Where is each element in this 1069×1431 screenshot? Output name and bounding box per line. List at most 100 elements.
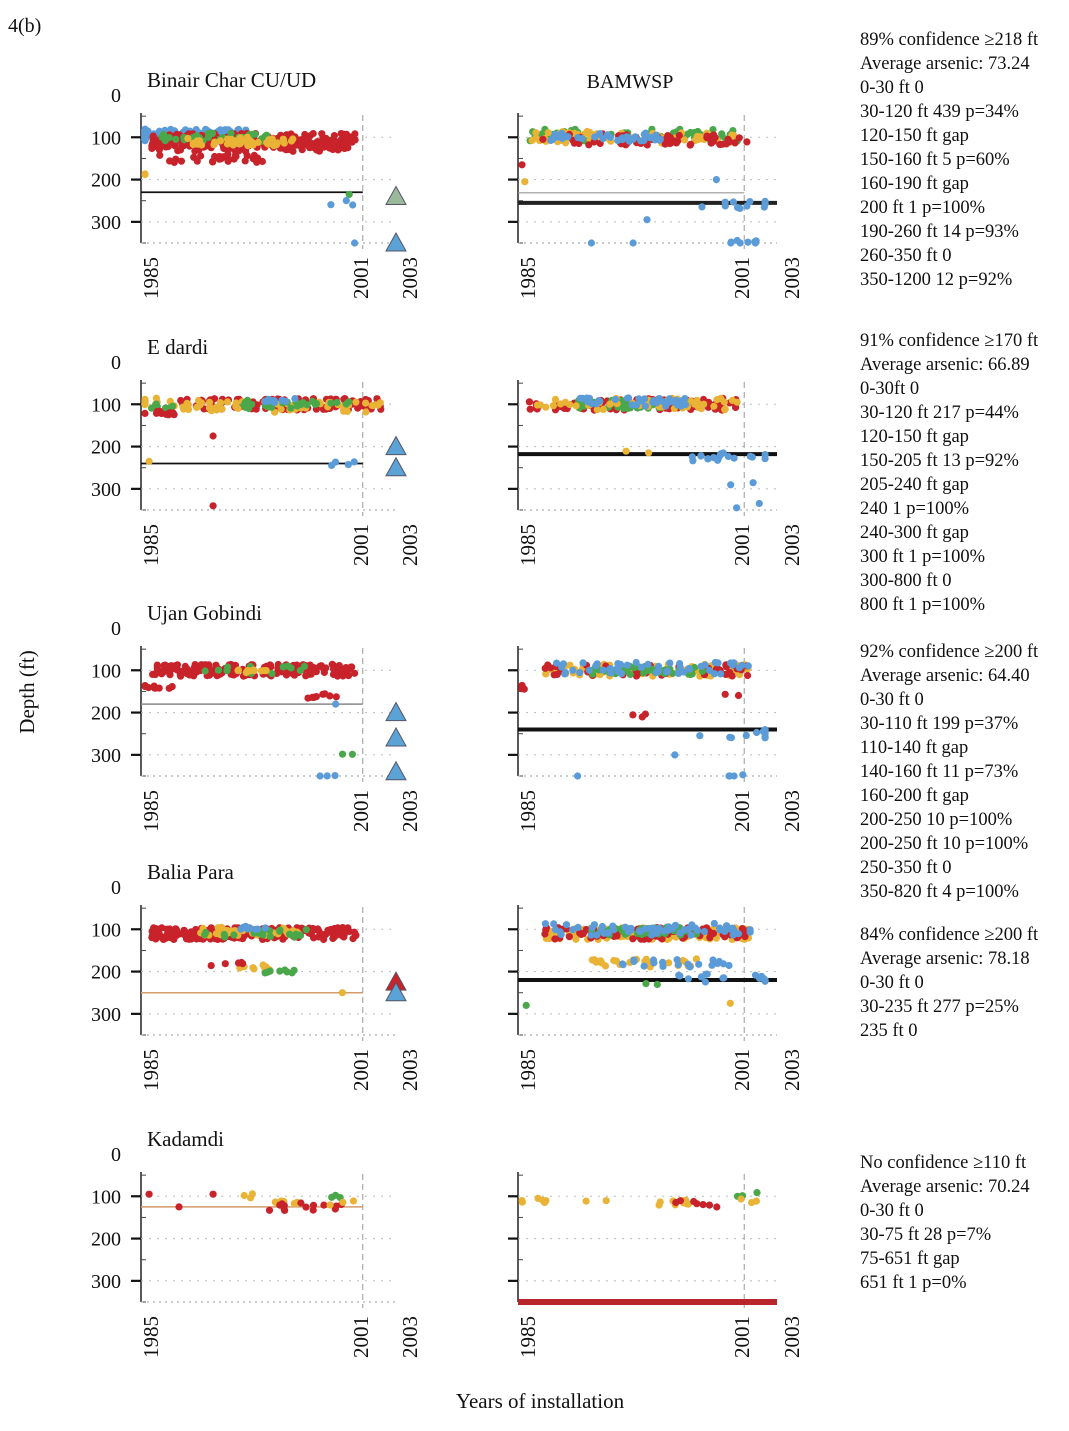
data-point (156, 152, 163, 159)
panel-left-3: Ujan Gobindi01002003001985 2001 2003 (91, 601, 422, 832)
data-point (210, 502, 217, 509)
site-title: Binair Char CU/UD (147, 68, 316, 92)
stats-line: 89% confidence ≥218 ft (860, 30, 1039, 50)
stats-line: 240-300 ft gap (860, 523, 969, 543)
data-point (281, 1207, 288, 1214)
data-point (523, 1002, 530, 1009)
data-point (694, 401, 701, 408)
stats-line: 200 ft 1 p=100% (860, 198, 985, 218)
data-point (729, 397, 736, 404)
data-point (687, 141, 694, 148)
data-point (650, 959, 657, 966)
data-point (574, 134, 581, 141)
figure-label: 4(b) (8, 15, 41, 37)
x-tick-label: 2001 (349, 524, 373, 566)
data-point (642, 711, 649, 718)
data-point (704, 971, 711, 978)
data-point (537, 401, 544, 408)
data-point (242, 404, 249, 411)
stats-line: 84% confidence ≥200 ft (860, 925, 1039, 945)
x-tick-label: 2003 (780, 257, 804, 299)
data-point (648, 931, 655, 938)
data-point (641, 963, 648, 970)
panel-right-3: 1985 2001 2003 (508, 646, 804, 832)
data-point (726, 734, 733, 741)
stats-line: 250-350 ft 0 (860, 858, 951, 878)
data-point (625, 928, 632, 935)
data-point (208, 962, 215, 969)
data-point (242, 157, 249, 164)
data-point (154, 664, 161, 671)
data-point (722, 199, 729, 206)
stats-line: 0-30 ft 0 (860, 78, 924, 98)
data-point (189, 668, 196, 675)
data-point (727, 481, 734, 488)
data-point (317, 772, 324, 779)
data-point (756, 500, 763, 507)
data-point (702, 662, 709, 669)
data-point (339, 751, 346, 758)
data-point (656, 395, 663, 402)
data-point (694, 927, 701, 934)
stats-line: 30-75 ft 28 p=7% (860, 1225, 991, 1245)
x-tick-label: 1985 (139, 524, 163, 566)
x-tick-label: 1985 (516, 1316, 540, 1358)
data-point (141, 171, 148, 178)
data-point (701, 928, 708, 935)
data-point (706, 934, 713, 941)
data-point (146, 1191, 153, 1198)
data-point (243, 669, 250, 676)
data-point (578, 931, 585, 938)
data-point (563, 921, 570, 928)
data-point (302, 1204, 309, 1211)
data-point (250, 965, 257, 972)
data-point (220, 153, 227, 160)
data-point (551, 935, 558, 942)
data-point (671, 751, 678, 758)
y-tick-label: 300 (91, 1004, 121, 1026)
data-point (632, 133, 639, 140)
data-point (557, 928, 564, 935)
data-point (301, 663, 308, 670)
data-point (593, 932, 600, 939)
data-point (266, 1207, 273, 1214)
x-tick-label: 2003 (398, 790, 422, 832)
stats-line: 350-820 ft 4 p=100% (860, 882, 1019, 902)
data-point (762, 455, 769, 462)
stats-line: 651 ft 1 p=0% (860, 1273, 967, 1293)
data-point (148, 142, 155, 149)
data-point (316, 141, 323, 148)
panel-left-1: Binair Char CU/UD01002003001985 2001 2003 (91, 68, 422, 299)
y-tick-label: 200 (91, 170, 121, 192)
data-point (723, 140, 730, 147)
data-point (721, 406, 728, 413)
data-point (235, 959, 242, 966)
x-tick-label: 2001 (349, 257, 373, 299)
data-point (248, 401, 255, 408)
data-point (654, 981, 661, 988)
data-point (735, 692, 742, 699)
data-point (762, 201, 769, 208)
data-point (659, 959, 666, 966)
data-point (762, 978, 769, 985)
data-point (743, 138, 750, 145)
data-point (230, 931, 237, 938)
data-point (148, 934, 155, 941)
data-point (637, 928, 644, 935)
data-point (185, 401, 192, 408)
data-point (237, 926, 244, 933)
data-point (542, 1197, 549, 1204)
data-point (333, 693, 340, 700)
stats-line: 0-30 ft 0 (860, 973, 924, 993)
data-point (331, 772, 338, 779)
y-tick-label: 100 (91, 1186, 121, 1208)
data-point (276, 926, 283, 933)
stats-line: Average arsenic: 66.89 (860, 355, 1030, 375)
panel-right-5: 1985 2001 2003 (508, 1172, 804, 1358)
data-point (328, 462, 335, 469)
stats-block-2: 91% confidence ≥170 ftAverage arsenic: 6… (860, 331, 1039, 615)
data-point (221, 931, 228, 938)
data-point (169, 683, 176, 690)
data-point (210, 141, 217, 148)
data-point (518, 682, 525, 689)
